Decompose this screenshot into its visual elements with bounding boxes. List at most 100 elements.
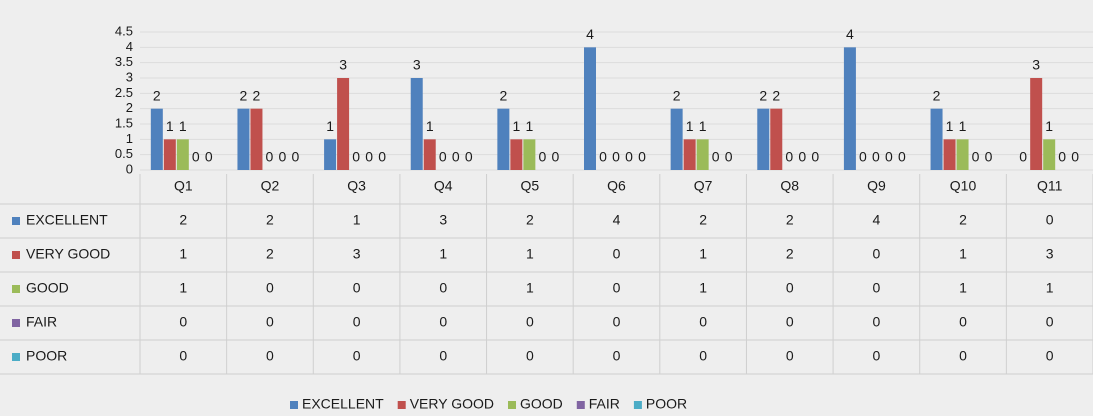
data-label: 0 xyxy=(712,149,720,165)
table-cell: 1 xyxy=(439,246,447,262)
table-cell: 0 xyxy=(179,314,187,330)
bar xyxy=(757,108,770,170)
y-tick-label: 4.5 xyxy=(115,23,133,38)
table-cell: 0 xyxy=(526,314,534,330)
bar xyxy=(250,108,263,170)
data-label: 0 xyxy=(192,149,200,165)
table-row-label: FAIR xyxy=(26,314,57,330)
bar xyxy=(324,139,337,170)
table-cell: 1 xyxy=(353,212,361,228)
bar xyxy=(696,139,709,170)
table-cell: 0 xyxy=(179,348,187,364)
legend-key xyxy=(576,401,585,409)
bar xyxy=(683,139,696,170)
data-label: 2 xyxy=(253,87,261,103)
table-cell: 0 xyxy=(439,314,447,330)
data-label: 0 xyxy=(352,149,360,165)
data-label: 0 xyxy=(725,149,733,165)
x-tick-label: Q4 xyxy=(434,178,453,194)
table-cell: 0 xyxy=(353,348,361,364)
table-row-label: POOR xyxy=(26,348,67,364)
data-label: 0 xyxy=(859,149,867,165)
x-tick-label: Q6 xyxy=(607,178,626,194)
table-cell: 0 xyxy=(266,314,274,330)
table-cell: 2 xyxy=(699,212,707,228)
table-cell: 2 xyxy=(266,246,274,262)
table-cell: 3 xyxy=(353,246,361,262)
data-label: 0 xyxy=(465,149,473,165)
table-cell: 0 xyxy=(1046,314,1054,330)
bar xyxy=(943,139,956,170)
table-cell: 0 xyxy=(873,348,881,364)
table-cell: 2 xyxy=(526,212,534,228)
table-cell: 3 xyxy=(1046,246,1054,262)
table-legend-key xyxy=(12,285,20,293)
table-cell: 1 xyxy=(526,246,534,262)
data-label: 0 xyxy=(439,149,447,165)
x-tick-label: Q7 xyxy=(694,178,713,194)
x-tick-label: Q2 xyxy=(261,178,280,194)
y-tick-label: 2.5 xyxy=(115,85,133,100)
y-tick-label: 2 xyxy=(126,100,133,115)
bar xyxy=(163,139,176,170)
bar xyxy=(670,108,683,170)
data-label: 3 xyxy=(339,57,347,73)
data-label: 0 xyxy=(798,149,806,165)
data-label: 0 xyxy=(811,149,819,165)
bar xyxy=(150,108,163,170)
bar xyxy=(930,108,943,170)
y-tick-label: 3 xyxy=(126,69,133,84)
legend-label: GOOD xyxy=(520,396,563,412)
data-label: 0 xyxy=(266,149,274,165)
data-label: 1 xyxy=(426,118,434,134)
data-label: 0 xyxy=(972,149,980,165)
table-cell: 0 xyxy=(353,314,361,330)
table-cell: 2 xyxy=(266,212,274,228)
data-label: 4 xyxy=(846,26,854,42)
y-tick-label: 1 xyxy=(126,131,133,146)
data-label: 3 xyxy=(413,57,421,73)
bar xyxy=(584,47,596,171)
x-tick-label: Q8 xyxy=(780,178,799,194)
table-cell: 1 xyxy=(179,280,187,296)
data-label: 4 xyxy=(586,26,594,42)
table-legend-key xyxy=(12,217,20,225)
data-label: 1 xyxy=(699,118,707,134)
bar xyxy=(237,108,250,170)
bar xyxy=(510,139,523,170)
data-label: 2 xyxy=(772,87,780,103)
data-label: 2 xyxy=(240,87,248,103)
table-cell: 0 xyxy=(266,280,274,296)
y-tick-label: 0.5 xyxy=(115,146,133,161)
table-cell: 1 xyxy=(699,246,707,262)
data-label: 0 xyxy=(292,149,300,165)
table-cell: 0 xyxy=(613,280,621,296)
bar xyxy=(337,78,350,170)
legend-label: POOR xyxy=(646,396,687,412)
data-label: 3 xyxy=(1032,57,1040,73)
table-legend-key xyxy=(12,251,20,259)
data-label: 1 xyxy=(1045,118,1053,134)
y-tick-label: 1.5 xyxy=(115,115,133,130)
bar xyxy=(1043,139,1056,170)
legend-label: EXCELLENT xyxy=(302,396,384,412)
data-label: 0 xyxy=(612,149,620,165)
bar xyxy=(956,139,969,170)
data-label: 0 xyxy=(1058,149,1066,165)
data-label: 0 xyxy=(985,149,993,165)
table-cell: 0 xyxy=(526,348,534,364)
bar xyxy=(770,108,783,170)
y-tick-label: 3.5 xyxy=(115,54,133,69)
data-label: 1 xyxy=(166,118,174,134)
table-cell: 0 xyxy=(353,280,361,296)
table-cell: 1 xyxy=(959,280,967,296)
data-label: 0 xyxy=(599,149,607,165)
table-legend-key xyxy=(12,319,20,327)
table-cell: 0 xyxy=(786,348,794,364)
data-label: 2 xyxy=(499,87,507,103)
data-label: 0 xyxy=(279,149,287,165)
y-tick-label: 4 xyxy=(126,39,133,54)
data-label: 0 xyxy=(378,149,386,165)
bar xyxy=(423,139,436,170)
